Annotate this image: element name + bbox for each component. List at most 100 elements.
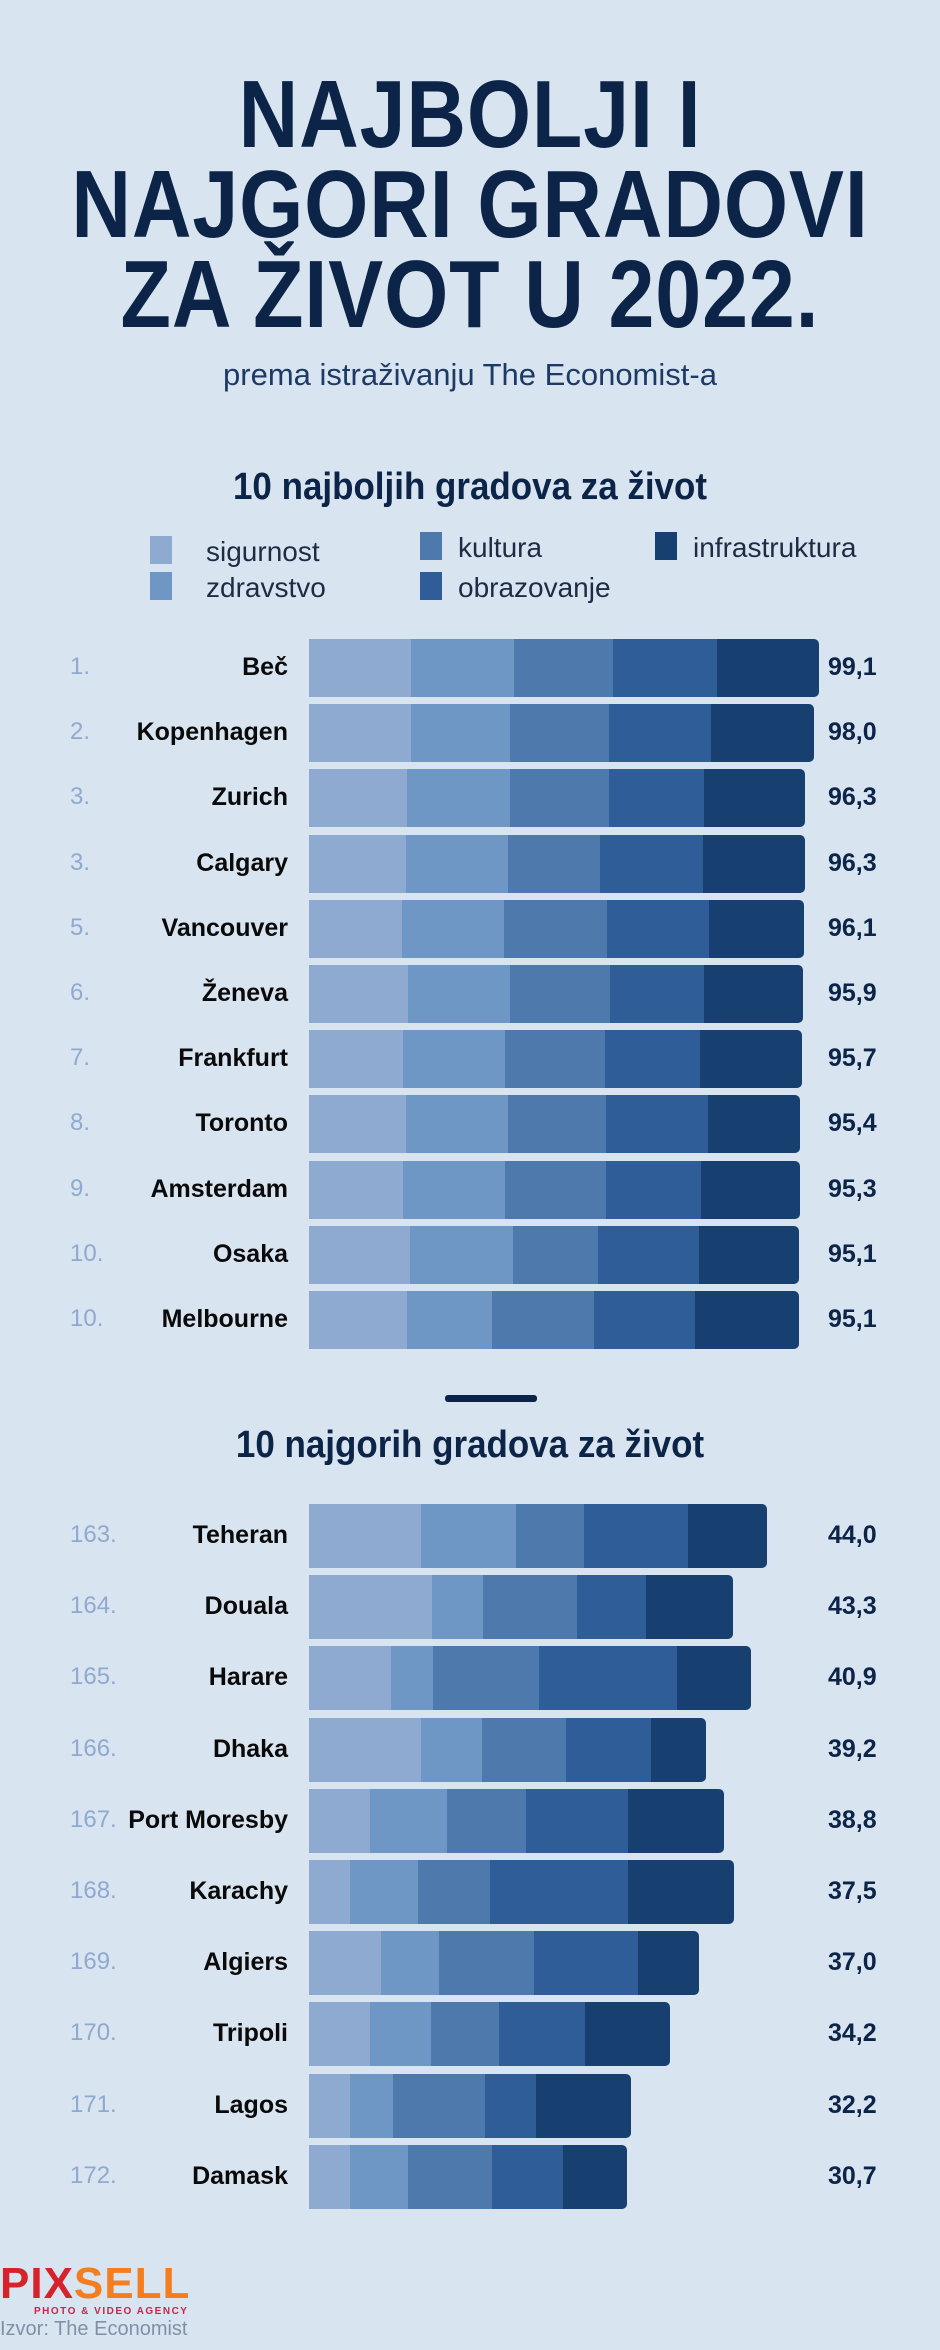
legend-swatch (150, 572, 172, 600)
bar-segment-infrastruktura (703, 769, 805, 828)
city-row: 1. Beč 99,1 (0, 639, 940, 697)
bar-segment-kultura (510, 769, 610, 828)
bar-segment-infrastruktura (651, 1717, 707, 1782)
bar-segment-infrastruktura (628, 1788, 724, 1853)
rank-label: 10. (70, 1305, 104, 1332)
stacked-bar (309, 704, 814, 763)
score-label: 37,5 (828, 1877, 877, 1905)
city-name: Damask (192, 2161, 288, 2190)
city-row: 10. Osaka 95,1 (0, 1225, 940, 1284)
rank-label: 169. (70, 1948, 117, 1976)
bar-segment-sigurnost (309, 769, 407, 828)
score-label: 96,1 (828, 913, 877, 942)
bar-segment-obrazovanje (608, 704, 711, 763)
source-note: Izvor: The Economist (0, 2318, 188, 2340)
rank-label: 163. (70, 1521, 117, 1548)
bar-segment-sigurnost (309, 2002, 371, 2067)
bar-segment-infrastruktura (695, 1291, 799, 1349)
bar-segment-kultura (432, 1646, 539, 1711)
bar-segment-zdravstvo (402, 1160, 506, 1219)
legend-label: kultura (458, 532, 543, 563)
page-title: NAJBOLJI I NAJGORI GRADOVI ZA ŽIVOT U 20… (0, 67, 940, 348)
city-name: Douala (204, 1592, 288, 1621)
legend-item-sigurnost: sigurnost (150, 536, 320, 568)
bar-segment-infrastruktura (562, 2144, 628, 2209)
rank-label: 172. (70, 2161, 117, 2189)
rank-label: 10. (70, 1239, 104, 1267)
rank-label: 9. (70, 1174, 91, 1202)
bar-segment-sigurnost (309, 834, 407, 893)
rank-label: 171. (70, 2090, 117, 2118)
rank-label: 164. (70, 1592, 117, 1620)
stacked-bar (309, 1717, 707, 1782)
bar-segment-zdravstvo (410, 639, 515, 697)
logo-tagline: PHOTO & VIDEO AGENCY (34, 2306, 189, 2317)
title-line: NAJGORI GRADOVI (71, 151, 869, 258)
city-row: 172. Damask 30,7 (0, 2144, 940, 2209)
bar-segment-kultura (515, 1504, 584, 1568)
city-name: Osaka (212, 1239, 288, 1268)
bar-segment-sigurnost (309, 965, 408, 1023)
city-row: 10. Melbourne 95,1 (0, 1291, 940, 1349)
rank-label: 1. (70, 653, 91, 680)
city-name: Kopenhagen (136, 718, 288, 747)
bar-segment-infrastruktura (700, 1160, 800, 1219)
stacked-bar (309, 2002, 670, 2067)
city-row: 164. Douala 43,3 (0, 1575, 940, 1640)
bar-segment-kultura (407, 2144, 493, 2209)
bar-segment-infrastruktura (584, 2002, 670, 2067)
score-label: 95,7 (828, 1044, 877, 1073)
bar-segment-infrastruktura (710, 704, 814, 763)
score-label: 96,3 (828, 783, 877, 812)
bar-segment-sigurnost (309, 639, 411, 697)
worst-section-title: 10 najgorih gradova za život (235, 1424, 705, 1466)
rank-label: 167. (70, 1805, 117, 1833)
stacked-bar (309, 1160, 800, 1219)
bar-segment-zdravstvo (406, 769, 511, 828)
bar-segment-sigurnost (309, 1646, 392, 1711)
stacked-bar (309, 769, 805, 828)
city-row: 6. Ženeva 95,9 (0, 965, 940, 1023)
bar-segment-infrastruktura (645, 1575, 734, 1640)
rank-label: 165. (70, 1663, 117, 1691)
city-name: Zurich (211, 783, 288, 812)
rank-label: 3. (70, 848, 91, 876)
bar-segment-obrazovanje (583, 1504, 688, 1568)
rank-label: 170. (70, 2019, 117, 2047)
stacked-bar (309, 1030, 802, 1089)
bar-segment-infrastruktura (699, 1225, 799, 1284)
bar-segment-sigurnost (309, 1291, 407, 1349)
legend-label: obrazovanje (458, 572, 611, 603)
bar-segment-sigurnost (309, 1575, 432, 1640)
city-name: Amsterdam (150, 1174, 288, 1203)
bar-segment-kultura (505, 1030, 605, 1089)
city-row: 168. Karachy 37,5 (0, 1860, 940, 1924)
bar-segment-obrazovanje (613, 639, 717, 697)
score-label: 95,4 (828, 1109, 877, 1138)
bar-segment-zdravstvo (391, 1646, 433, 1711)
rank-label: 3. (70, 783, 91, 811)
bar-segment-zdravstvo (406, 1095, 508, 1154)
title-line: ZA ŽIVOT U 2022. (120, 241, 820, 348)
bar-segment-obrazovanje (526, 1788, 629, 1853)
bar-segment-kultura (481, 1717, 566, 1782)
legend-item-zdravstvo: zdravstvo (150, 572, 326, 604)
city-name: Karachy (189, 1877, 288, 1905)
stacked-bar (309, 1575, 734, 1640)
bar-segment-zdravstvo (406, 834, 508, 893)
city-row: 5. Vancouver 96,1 (0, 899, 940, 958)
bar-segment-infrastruktura (708, 899, 804, 958)
bar-segment-infrastruktura (707, 1095, 801, 1154)
legend-swatch (150, 536, 172, 564)
bar-segment-infrastruktura (716, 639, 820, 697)
stacked-bar (309, 639, 820, 697)
bar-segment-sigurnost (309, 1504, 422, 1568)
stacked-bar (309, 899, 804, 958)
bar-segment-kultura (514, 639, 614, 697)
rank-label: 8. (70, 1109, 91, 1137)
city-name: Algiers (203, 1948, 288, 1977)
bar-segment-zdravstvo (349, 2073, 394, 2138)
bar-segment-sigurnost (309, 1860, 350, 1924)
bar-segment-obrazovanje (605, 1160, 701, 1219)
rank-label: 168. (70, 1877, 117, 1904)
